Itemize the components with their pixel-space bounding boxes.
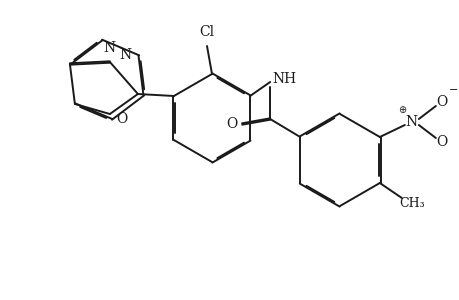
Text: −: − [448,85,458,95]
Text: O: O [116,112,127,126]
Text: Cl: Cl [199,25,214,39]
Text: CH₃: CH₃ [398,196,424,209]
Text: ⊕: ⊕ [397,105,405,115]
Text: O: O [435,135,447,149]
Text: O: O [226,117,237,131]
Text: N: N [104,41,116,55]
Text: N: N [405,115,417,129]
Text: NH: NH [272,72,296,86]
Text: N: N [119,48,131,62]
Text: O: O [435,95,447,109]
